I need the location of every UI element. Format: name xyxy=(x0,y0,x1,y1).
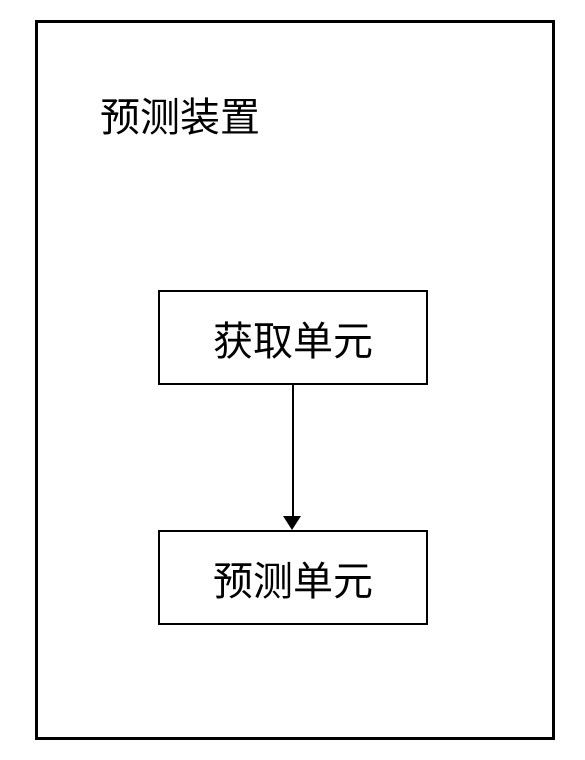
node-label: 预测单元 xyxy=(213,549,373,607)
node-label: 获取单元 xyxy=(213,309,373,367)
node-predict-unit: 预测单元 xyxy=(158,530,428,625)
edge-arrowhead-icon xyxy=(283,516,301,530)
edge-line xyxy=(292,385,294,516)
node-acquire-unit: 获取单元 xyxy=(158,290,428,385)
diagram-title: 预测装置 xyxy=(100,85,260,143)
